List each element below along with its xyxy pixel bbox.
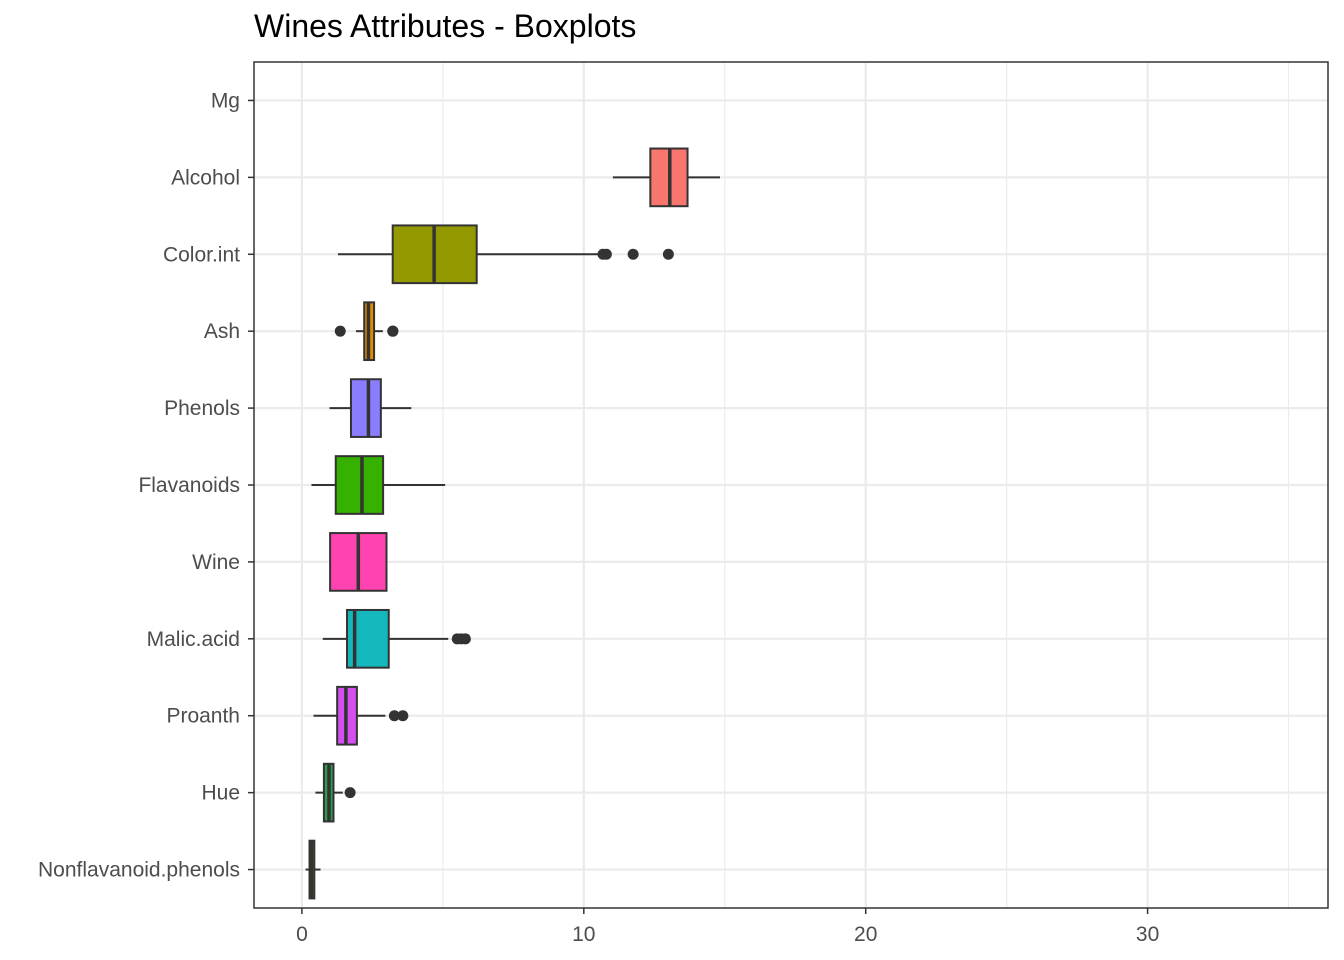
outlier-point — [459, 633, 471, 645]
box-proanth — [313, 685, 409, 746]
outlier-point — [597, 248, 609, 260]
outlier-point — [388, 710, 400, 722]
chart-title: Wines Attributes - Boxplots — [254, 8, 637, 44]
y-tick-label: Phenols — [164, 397, 240, 420]
box-layer — [305, 147, 720, 900]
y-tick-label: Nonflavanoid.phenols — [38, 859, 240, 882]
outlier-point — [627, 248, 639, 260]
y-tick-label: Alcohol — [171, 166, 240, 189]
x-tick-label: 10 — [572, 923, 595, 946]
box-malic-acid — [322, 608, 471, 669]
outlier-point — [344, 787, 356, 799]
y-tick-label: Flavanoids — [138, 474, 240, 497]
box-alcohol — [612, 147, 720, 208]
x-tick-label: 30 — [1136, 923, 1159, 946]
axis-layer: Mg Alcohol Color.int Ash Phenols Flavanoids Wi… — [38, 89, 1159, 946]
box-iqr — [349, 378, 382, 438]
y-tick-label: Ash — [204, 320, 240, 343]
outlier-point — [387, 325, 399, 337]
outlier-point — [334, 325, 346, 337]
outlier-point — [662, 248, 674, 260]
outlier-point — [397, 710, 409, 722]
box-ash — [334, 301, 399, 362]
x-tick-label: 20 — [854, 923, 877, 946]
box-iqr — [334, 455, 385, 515]
box-color-int — [338, 224, 674, 285]
box-nonflavanoid-phenols — [305, 839, 321, 900]
box-phenols — [329, 378, 412, 438]
y-tick-label: Malic.acid — [147, 628, 240, 651]
box-flavanoids — [311, 455, 446, 515]
x-tick-label: 0 — [296, 923, 308, 946]
grid-layer — [254, 62, 1328, 908]
y-tick-label: Mg — [211, 89, 240, 112]
y-tick-label: Wine — [192, 551, 240, 574]
box-wine — [329, 532, 388, 592]
y-tick-label: Proanth — [166, 705, 240, 728]
y-tick-label: Color.int — [163, 243, 240, 266]
box-hue — [315, 762, 356, 823]
y-tick-label: Hue — [201, 782, 240, 805]
